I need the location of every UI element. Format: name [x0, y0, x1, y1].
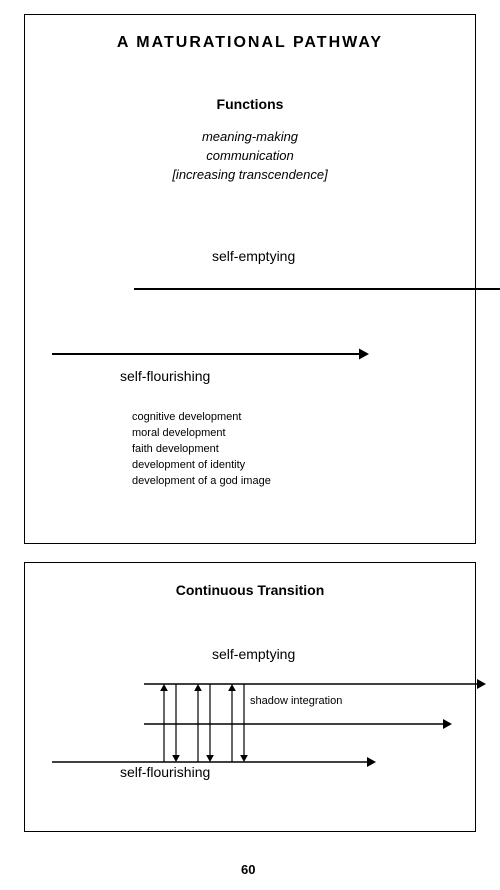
self-emptying-label-2: self-emptying — [212, 646, 295, 662]
self-emptying-label: self-emptying — [212, 248, 295, 264]
development-item: development of a god image — [132, 475, 271, 487]
shadow-integration-label: shadow integration — [250, 695, 342, 707]
title-continuous-transition: Continuous Transition — [24, 582, 476, 598]
function-item: communication — [24, 148, 476, 163]
development-item: development of identity — [132, 459, 245, 471]
page-number: 60 — [241, 862, 255, 877]
function-item: [increasing transcendence] — [24, 167, 476, 182]
development-item: moral development — [132, 427, 226, 439]
self-flourishing-label: self-flourishing — [120, 368, 210, 384]
function-item: meaning-making — [24, 129, 476, 144]
functions-heading: Functions — [24, 96, 476, 112]
title-maturational-pathway: A MATURATIONAL PATHWAY — [24, 34, 476, 52]
development-item: cognitive development — [132, 411, 241, 423]
development-item: faith development — [132, 443, 219, 455]
self-flourishing-label-2: self-flourishing — [120, 764, 210, 780]
